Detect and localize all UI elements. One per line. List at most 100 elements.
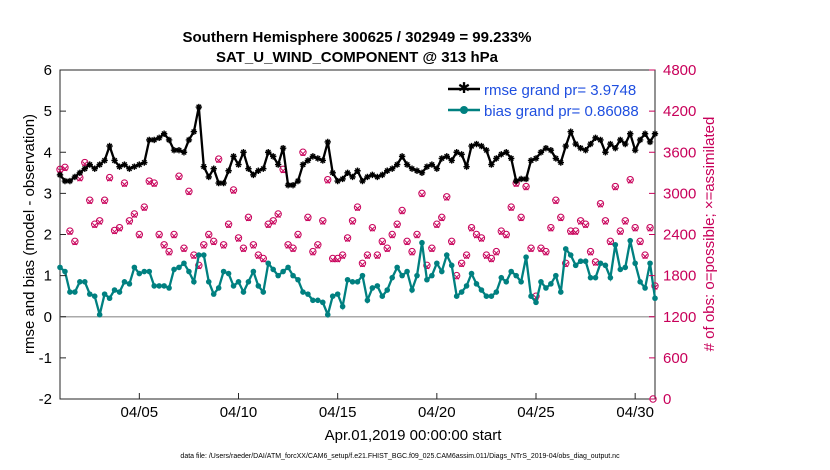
bias-point [230,283,237,289]
obs-possible-point [314,241,322,249]
obs-possible-point [433,220,441,228]
obs-possible-point [383,244,391,252]
bias-point [622,264,629,271]
rmse-point [329,169,336,177]
obs-assimilated-point [498,229,504,236]
bias-point [592,274,599,281]
bias-point [538,278,544,285]
rmse-point [478,142,485,150]
obs-assimilated-point [558,216,564,222]
rmse-point [423,163,431,170]
obs-possible-point [66,227,74,235]
obs-assimilated-point [637,240,643,246]
obs-possible-point [319,217,327,225]
obs-assimilated-point [374,253,380,260]
obs-possible-point [353,203,362,211]
rmse-point [56,171,64,179]
obs-possible-point [195,261,203,270]
bias-point [166,285,172,291]
rmse-point [279,144,287,152]
obs-assimilated-point [260,257,266,263]
obs-possible-point [274,210,282,218]
rmse-point [289,181,297,189]
obs-assimilated-point [141,205,147,212]
obs-assimilated-point [87,198,93,205]
rmse-point [527,157,535,164]
obs-assimilated-point [216,157,222,164]
rmse-point [240,149,247,156]
bias-point [404,268,410,275]
rmse-point [126,165,133,172]
obs-possible-point [229,186,238,194]
left-tick-label: 4 [44,144,52,161]
rmse-point [607,140,614,148]
obs-assimilated-point [121,181,128,188]
rmse-point [260,165,267,172]
obs-assimilated-point [468,226,475,232]
rmse-point [631,146,639,154]
obs-assimilated-point [647,226,653,232]
left-tick-label: 5 [44,103,52,120]
bias-point [637,278,643,285]
bias-point [458,289,465,295]
rmse-point [299,161,307,168]
obs-assimilated-point [548,226,554,232]
bias-point [468,270,475,277]
bias-point [647,260,653,267]
bias-point [508,268,515,275]
obs-assimilated-point [191,253,197,260]
rmse-point [180,149,188,156]
obs-possible-point [497,227,505,235]
rmse-point [294,177,302,185]
bias-point [409,287,415,293]
bias-point [642,285,648,291]
rmse-point [364,173,371,181]
bias-point [572,262,579,269]
obs-assimilated-point [176,174,182,181]
rmse-point [324,138,331,146]
rmse-point [602,149,609,156]
obs-assimilated-point [568,229,574,236]
obs-assimilated-point [136,233,142,239]
obs-possible-point [443,193,451,201]
obs-assimilated-point [305,216,311,222]
bias-point [285,264,291,271]
rmse-point [453,149,460,156]
obs-assimilated-point [538,246,544,253]
obs-assimilated-point [349,219,356,225]
series-bias [57,237,658,319]
obs-possible-point [358,259,367,267]
bias-point [116,289,123,295]
obs-possible-point [210,237,218,246]
right-tick-label: 600 [663,350,688,367]
obs-assimilated-point [77,176,83,182]
obs-possible-point [299,148,307,156]
obs-possible-point [467,223,476,232]
rmse-point [512,177,520,185]
rmse-point [284,181,292,189]
right-tick-label: 3000 [663,185,696,202]
bias-point [384,287,391,293]
rmse-point [463,163,470,170]
rmse-point [334,177,341,185]
obs-possible-point [398,206,406,215]
obs-possible-point [641,251,649,259]
obs-assimilated-point [454,274,460,280]
bias-point [602,262,609,269]
obs-assimilated-point [622,219,628,225]
obs-assimilated-point [97,219,103,225]
bias-point [250,268,257,275]
rmse-point [617,136,624,144]
bias-point [215,285,222,291]
obs-assimilated-point [573,229,579,236]
bias-point [597,260,604,267]
rmse-point [498,151,505,158]
rmse-point [319,157,326,164]
rmse-point [403,161,411,168]
chart-subtitle: SAT_U_WIND_COMPONENT @ 313 hPa [216,49,499,66]
rmse-point [597,136,604,144]
bias-point [419,239,425,246]
plot-area [56,69,659,403]
legend-bias-marker [460,106,468,114]
rmse-point [572,140,579,148]
